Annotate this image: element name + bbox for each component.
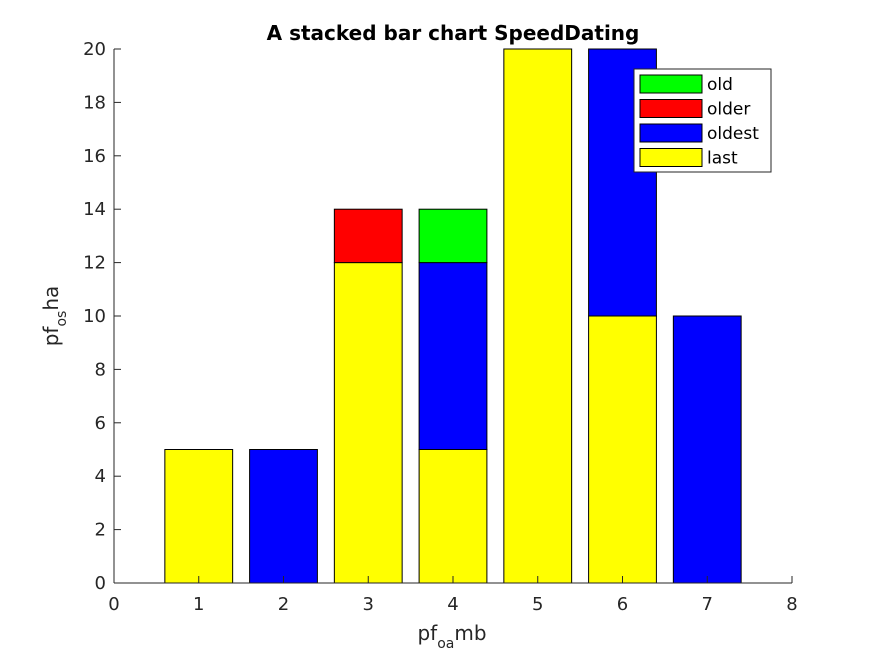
x-tick-label: 1 <box>193 594 204 615</box>
x-tick-label: 2 <box>278 594 289 615</box>
legend-swatch-oldest <box>639 123 703 143</box>
bar-last-1 <box>164 449 234 584</box>
x-tick-label: 7 <box>702 594 713 615</box>
bar-last-6 <box>588 315 657 584</box>
x-tick-label: 3 <box>363 594 374 615</box>
legend: old older oldest last <box>633 68 772 173</box>
y-axis-label-sub: os <box>54 311 70 327</box>
x-tick-label: 4 <box>447 594 458 615</box>
y-tick-label: 0 <box>95 573 106 594</box>
legend-label-old: old <box>707 75 733 95</box>
y-axis-label-tail: ha <box>39 286 63 311</box>
y-tick-label: 8 <box>95 359 106 380</box>
x-axis-label-sub: oa <box>437 636 454 652</box>
bar-last-5 <box>503 48 573 584</box>
bars-group <box>164 48 742 584</box>
x-tick-label: 8 <box>786 594 797 615</box>
legend-label-last: last <box>707 149 738 169</box>
x-tick-label: 5 <box>532 594 543 615</box>
x-tick-label: 6 <box>617 594 628 615</box>
legend-label-oldest: oldest <box>707 124 759 144</box>
legend-swatch-old <box>639 74 703 94</box>
x-axis-label: pfoamb <box>417 621 486 652</box>
y-tick-label: 18 <box>83 92 106 113</box>
y-axis-label-main: pf <box>39 326 63 347</box>
bar-old-4 <box>418 208 488 264</box>
y-tick-label: 20 <box>83 39 106 60</box>
bar-oldest-7 <box>672 315 742 584</box>
x-tick-label: 0 <box>108 594 119 615</box>
bar-oldest-4 <box>418 262 488 450</box>
chart-title: A stacked bar chart SpeedDating <box>267 21 640 45</box>
legend-swatch-last <box>639 148 703 167</box>
bar-oldest-2 <box>249 449 318 584</box>
legend-swatch-older <box>639 99 703 118</box>
legend-label-older: older <box>707 100 750 120</box>
bar-older-3 <box>333 208 403 264</box>
x-axis-label-main: pf <box>417 621 438 645</box>
y-tick-label: 4 <box>95 466 106 487</box>
x-axis-label-tail: mb <box>454 621 486 645</box>
y-axis-label: pfosha <box>39 286 70 347</box>
bar-last-4 <box>418 449 488 584</box>
y-tick-label: 16 <box>83 146 106 167</box>
y-tick-label: 10 <box>83 306 106 327</box>
bar-last-3 <box>333 262 403 584</box>
y-tick-label: 14 <box>83 199 106 220</box>
y-tick-label: 2 <box>95 520 106 541</box>
y-tick-label: 6 <box>95 413 106 434</box>
y-tick-label: 12 <box>83 253 106 274</box>
